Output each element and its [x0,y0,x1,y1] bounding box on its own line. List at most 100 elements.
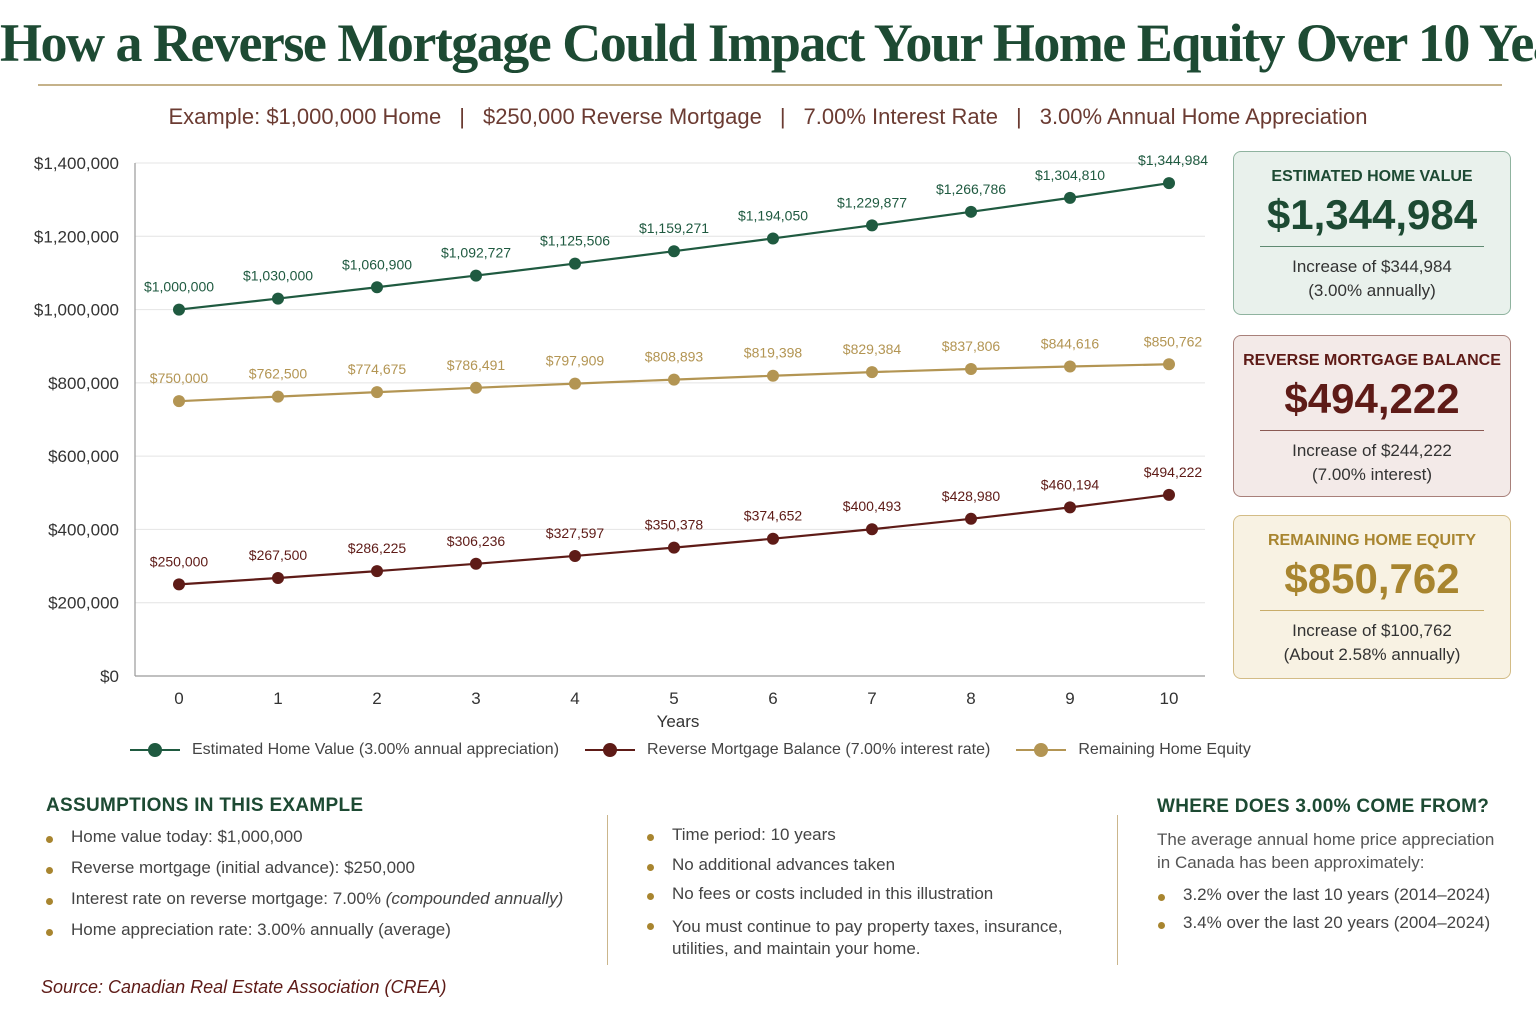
x-tick-label: 7 [867,689,876,708]
data-label: $797,909 [546,353,605,369]
assumptions-list-right: Time period: 10 years No additional adva… [646,825,1102,960]
data-label: $1,030,000 [243,268,313,284]
assumption-item: Home value today: $1,000,000 [45,827,563,858]
assumption-item: Home appreciation rate: 3.00% annually (… [45,920,563,951]
data-label: $762,500 [249,366,308,382]
mortgage-card-title: REVERSE MORTGAGE BALANCE [1243,352,1501,369]
subtitle-separator: | [1015,104,1022,129]
data-point [668,373,680,386]
home-value-card-value: $1,344,984 [1266,191,1478,238]
x-tick-label: 0 [174,689,183,708]
data-point [1064,501,1076,514]
data-label: $1,229,877 [837,194,907,210]
data-label: $1,060,900 [342,256,412,272]
y-tick-label: $800,000 [48,374,119,393]
data-point [767,532,779,545]
home-value-card: ESTIMATED HOME VALUE $1,344,984 Increase… [1233,151,1511,315]
data-point [1064,360,1076,373]
y-tick-label: $1,000,000 [34,301,119,320]
data-label: $267,500 [249,547,308,563]
data-label: $1,125,506 [540,233,610,249]
assumption-item: Interest rate on reverse mortgage: 7.00%… [45,889,563,920]
data-point [371,281,383,294]
data-point [470,381,482,394]
y-tick-label: $1,400,000 [34,154,119,173]
assumption-item: Reverse mortgage (initial advance): $250… [45,858,563,889]
card-divider [1260,430,1484,431]
assumption-item: No additional advances taken [646,855,1102,885]
data-point [866,366,878,379]
home-value-card-title: ESTIMATED HOME VALUE [1271,168,1473,185]
data-label: $306,236 [447,533,506,549]
data-point [1064,191,1076,204]
data-point [371,565,383,578]
data-point [1163,358,1175,371]
y-tick-label: $0 [100,667,119,686]
where-heading: WHERE DOES 3.00% COME FROM? [1157,796,1490,817]
data-label: $1,304,810 [1035,167,1105,183]
x-tick-label: 1 [273,689,282,708]
remaining-equity-card: REMAINING HOME EQUITY $850,762 Increase … [1233,515,1511,679]
data-point [866,523,878,536]
data-label: $1,344,984 [1138,152,1208,168]
column-divider [1117,815,1118,965]
x-axis-title: Years [657,712,700,731]
assumptions-list-left: Home value today: $1,000,000 Reverse mor… [45,827,563,951]
data-point [1163,177,1175,190]
data-label: $494,222 [1144,464,1203,480]
subtitle-appreciation: 3.00% Annual Home Appreciation [1039,104,1368,129]
data-point [470,269,482,282]
data-label: $750,000 [150,370,209,386]
data-point [272,571,284,584]
data-label: $1,159,271 [639,220,709,236]
data-point [668,541,680,554]
where-description: The average annual home price appreciati… [1157,830,1495,872]
assumption-item: Time period: 10 years [646,825,1102,855]
card-divider [1260,246,1484,247]
data-label: $1,266,786 [936,181,1006,197]
y-tick-label: $400,000 [48,520,119,539]
x-tick-label: 9 [1065,689,1074,708]
mortgage-card-value: $494,222 [1284,375,1460,422]
data-point [965,363,977,376]
x-tick-label: 10 [1160,689,1179,708]
data-label: $774,675 [348,361,407,377]
x-tick-label: 6 [768,689,777,708]
source-note: Source: Canadian Real Estate Association… [41,977,447,997]
page-title: How a Reverse Mortgage Could Impact Your… [0,13,1536,73]
data-point [767,369,779,382]
subtitle-separator: | [459,104,465,129]
data-label: $350,378 [645,517,704,533]
data-point [1163,488,1175,501]
data-label: $819,398 [744,345,803,361]
equity-card-subnote: (About 2.58% annually) [1283,645,1461,664]
x-tick-label: 4 [570,689,579,708]
assumption-item-text: Interest rate on reverse mortgage: 7.00% [71,889,386,908]
data-point [569,257,581,270]
subtitle-mortgage: $250,000 Reverse Mortgage [482,104,762,129]
example-subtitle: Example: $1,000,000 Home | $250,000 Revers… [0,104,1536,130]
home-value-card-note: Increase of $344,984 [1292,257,1452,276]
data-point [965,205,977,218]
legend-swatch-home-value [130,742,180,758]
data-point [767,232,779,245]
x-tick-label: 2 [372,689,381,708]
y-tick-label: $1,200,000 [34,227,119,246]
mortgage-card-subnote: (7.00% interest) [1312,465,1432,484]
mortgage-card-note: Increase of $244,222 [1292,441,1452,460]
series-line [178,493,1170,586]
data-point [272,390,284,403]
where-list: 3.2% over the last 10 years (2014–2024) … [1157,885,1490,941]
data-point [470,557,482,570]
legend-label-equity: Remaining Home Equity [1078,741,1251,758]
legend-label-mortgage: Reverse Mortgage Balance (7.00% interest… [647,741,991,758]
data-point [569,549,581,562]
legend-swatch-equity [1016,742,1067,758]
data-label: $428,980 [942,488,1001,504]
equity-card-note: Increase of $100,762 [1292,621,1452,640]
equity-card-title: REMAINING HOME EQUITY [1267,532,1476,549]
legend-item-equity: Remaining Home Equity [1016,741,1251,759]
legend-item-home-value: Estimated Home Value (3.00% annual appre… [130,741,559,759]
x-tick-label: 5 [669,689,678,708]
data-point [866,219,878,232]
